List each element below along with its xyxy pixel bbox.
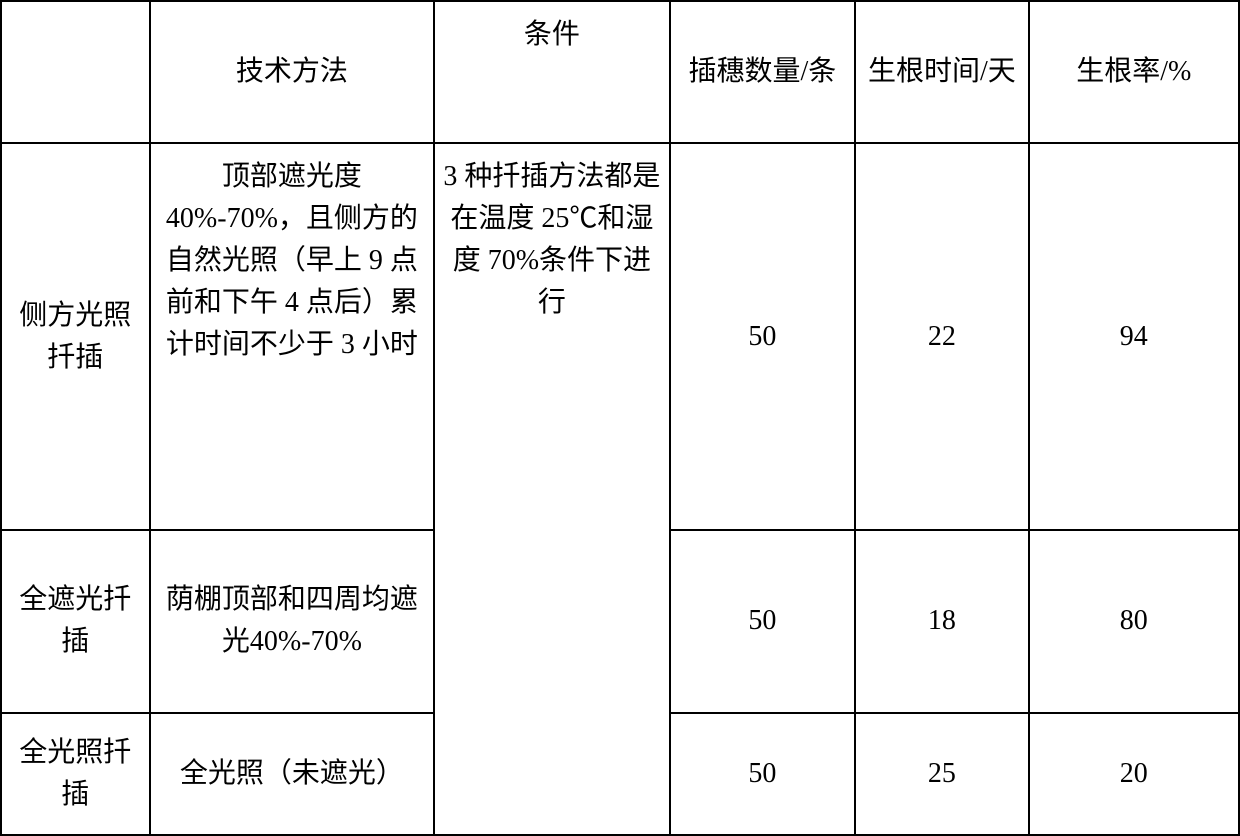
- header-cell-2: 技术方法: [150, 1, 435, 143]
- technique-cell: 荫棚顶部和四周均遮光40%-70%: [150, 530, 435, 713]
- table-container: 技术方法 条件 插穗数量/条 生根时间/天 生根率/% 侧方光照扦插 顶部遮光度…: [0, 0, 1240, 836]
- header-cell-4: 插穗数量/条: [670, 1, 856, 143]
- rooting-days-cell: 22: [855, 143, 1028, 529]
- cutting-count-cell: 50: [670, 530, 856, 713]
- method-name-cell: 全光照扦插: [1, 713, 150, 835]
- rooting-rate-cell: 20: [1029, 713, 1240, 835]
- cutting-count-cell: 50: [670, 713, 856, 835]
- rooting-days-cell: 25: [855, 713, 1028, 835]
- conditions-merged-cell: 3 种扦插方法都是在温度 25℃和湿度 70%条件下进行: [434, 143, 669, 835]
- rooting-rate-cell: 80: [1029, 530, 1240, 713]
- table-header-row: 技术方法 条件 插穗数量/条 生根时间/天 生根率/%: [1, 1, 1239, 143]
- method-name-cell: 全遮光扦插: [1, 530, 150, 713]
- cutting-count-cell: 50: [670, 143, 856, 529]
- header-cell-5: 生根时间/天: [855, 1, 1028, 143]
- table-row: 侧方光照扦插 顶部遮光度40%-70%，且侧方的自然光照（早上 9 点前和下午 …: [1, 143, 1239, 529]
- header-cell-3: 条件: [434, 1, 669, 143]
- header-cell-1: [1, 1, 150, 143]
- technique-cell: 全光照（未遮光）: [150, 713, 435, 835]
- data-table: 技术方法 条件 插穗数量/条 生根时间/天 生根率/% 侧方光照扦插 顶部遮光度…: [0, 0, 1240, 836]
- rooting-days-cell: 18: [855, 530, 1028, 713]
- method-name-cell: 侧方光照扦插: [1, 143, 150, 529]
- rooting-rate-cell: 94: [1029, 143, 1240, 529]
- header-cell-6: 生根率/%: [1029, 1, 1240, 143]
- technique-cell: 顶部遮光度40%-70%，且侧方的自然光照（早上 9 点前和下午 4 点后）累计…: [150, 143, 435, 529]
